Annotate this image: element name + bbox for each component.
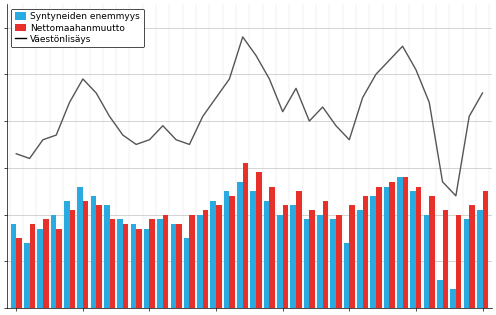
Bar <box>96 205 102 308</box>
Bar <box>171 224 176 308</box>
Bar <box>11 224 16 308</box>
Bar <box>403 177 408 308</box>
Bar <box>256 173 262 308</box>
Bar <box>104 205 110 308</box>
Bar <box>230 196 235 308</box>
Bar <box>323 201 328 308</box>
Bar <box>344 243 349 308</box>
Bar <box>442 210 448 308</box>
Bar <box>371 196 376 308</box>
Bar <box>117 219 123 308</box>
Bar <box>424 215 429 308</box>
Bar <box>149 219 155 308</box>
Bar <box>296 191 302 308</box>
Bar <box>64 201 69 308</box>
Bar <box>349 205 355 308</box>
Bar <box>336 215 342 308</box>
Bar <box>176 224 182 308</box>
Bar <box>197 215 203 308</box>
Bar <box>43 219 49 308</box>
Bar <box>363 196 368 308</box>
Bar <box>210 201 216 308</box>
Bar <box>464 219 469 308</box>
Bar <box>51 215 56 308</box>
Bar <box>376 186 381 308</box>
Bar <box>237 182 243 308</box>
Bar <box>277 215 283 308</box>
Bar <box>477 210 483 308</box>
Bar <box>389 182 395 308</box>
Bar <box>37 229 43 308</box>
Bar <box>83 201 88 308</box>
Bar <box>30 224 35 308</box>
Bar <box>450 289 456 308</box>
Bar <box>269 186 275 308</box>
Bar <box>310 210 315 308</box>
Bar <box>110 219 115 308</box>
Bar <box>304 219 310 308</box>
Bar <box>291 205 296 308</box>
Bar <box>24 243 30 308</box>
Bar <box>357 210 363 308</box>
Bar <box>91 196 96 308</box>
Bar <box>77 186 83 308</box>
Bar <box>330 219 336 308</box>
Bar <box>130 224 136 308</box>
Bar <box>69 210 75 308</box>
Bar <box>397 177 403 308</box>
Bar <box>250 191 256 308</box>
Bar <box>429 196 435 308</box>
Bar <box>456 215 461 308</box>
Bar <box>56 229 62 308</box>
Bar <box>144 229 149 308</box>
Bar <box>123 224 128 308</box>
Bar <box>216 205 222 308</box>
Legend: Syntyneiden enemmyys, Nettomaahanmuutto, Väestönlisäys: Syntyneiden enemmyys, Nettomaahanmuutto,… <box>11 9 144 48</box>
Bar <box>189 215 195 308</box>
Bar <box>16 238 22 308</box>
Bar <box>243 163 248 308</box>
Bar <box>224 191 230 308</box>
Bar <box>416 186 422 308</box>
Bar <box>203 210 208 308</box>
Bar <box>483 191 488 308</box>
Bar <box>469 205 475 308</box>
Bar <box>283 205 288 308</box>
Bar <box>384 186 389 308</box>
Bar <box>410 191 416 308</box>
Bar <box>136 229 142 308</box>
Bar <box>437 280 442 308</box>
Bar <box>317 215 323 308</box>
Bar <box>163 215 169 308</box>
Bar <box>157 219 163 308</box>
Bar <box>184 238 189 308</box>
Bar <box>264 201 269 308</box>
